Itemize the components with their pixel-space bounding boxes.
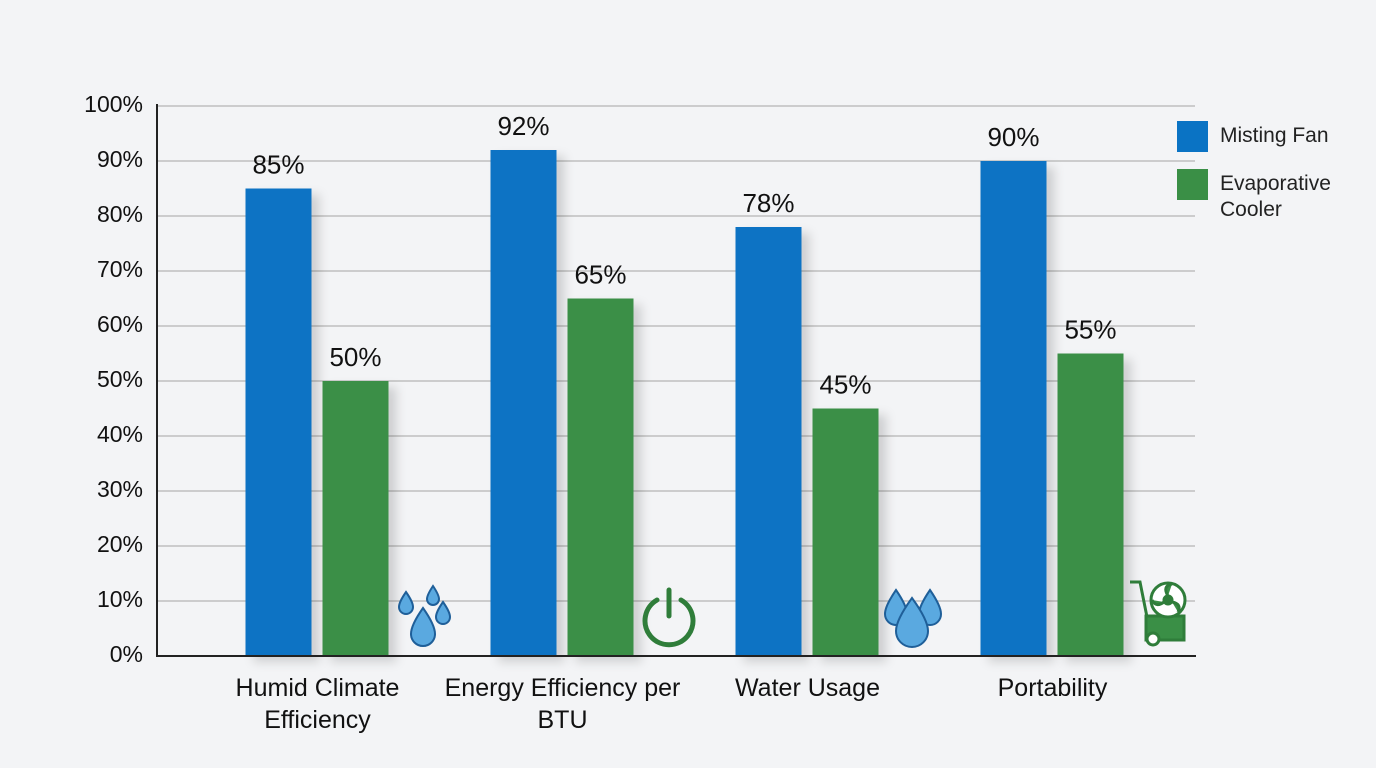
value-label: 65%: [574, 259, 626, 289]
bar: [490, 150, 557, 656]
value-label: 78%: [742, 188, 794, 218]
legend-swatch: [1177, 121, 1208, 152]
icon-power: [642, 587, 696, 648]
bar: [567, 298, 634, 656]
x-tick-label: Portability: [997, 674, 1108, 702]
y-tick-label: 50%: [97, 366, 143, 392]
value-label: 55%: [1064, 314, 1116, 344]
icon-drops: [397, 584, 452, 647]
bar: [322, 381, 389, 656]
icon-water: [883, 588, 943, 648]
bar: [735, 227, 802, 656]
y-tick-label: 0%: [110, 641, 143, 667]
x-tick-label: Humid Climate Efficiency: [235, 674, 400, 734]
value-label: 45%: [819, 369, 871, 399]
y-tick-label: 10%: [97, 586, 143, 612]
y-tick-label: 20%: [97, 531, 143, 557]
y-tick-label: 40%: [97, 421, 143, 447]
value-label: 85%: [252, 149, 304, 179]
bar: [812, 408, 879, 656]
y-tick-label: 100%: [84, 91, 143, 117]
bar: [1057, 353, 1124, 656]
bar: [245, 188, 312, 656]
value-label: 50%: [329, 342, 381, 372]
y-tick-label: 70%: [97, 256, 143, 282]
x-tick-label: Energy Efficiency per BTU: [444, 674, 681, 734]
legend-swatch: [1177, 169, 1208, 200]
y-tick-label: 80%: [97, 201, 143, 227]
y-tick-label: 90%: [97, 146, 143, 172]
legend-label: Misting Fan: [1220, 124, 1329, 147]
icon-cooler: [1130, 580, 1187, 647]
y-tick-label: 30%: [97, 476, 143, 502]
legend-label: Evaporative Cooler: [1220, 172, 1331, 221]
value-label: 92%: [497, 111, 549, 141]
x-tick-label: Water Usage: [735, 674, 880, 702]
bar: [980, 161, 1047, 656]
y-tick-label: 60%: [97, 311, 143, 337]
value-label: 90%: [987, 122, 1039, 152]
